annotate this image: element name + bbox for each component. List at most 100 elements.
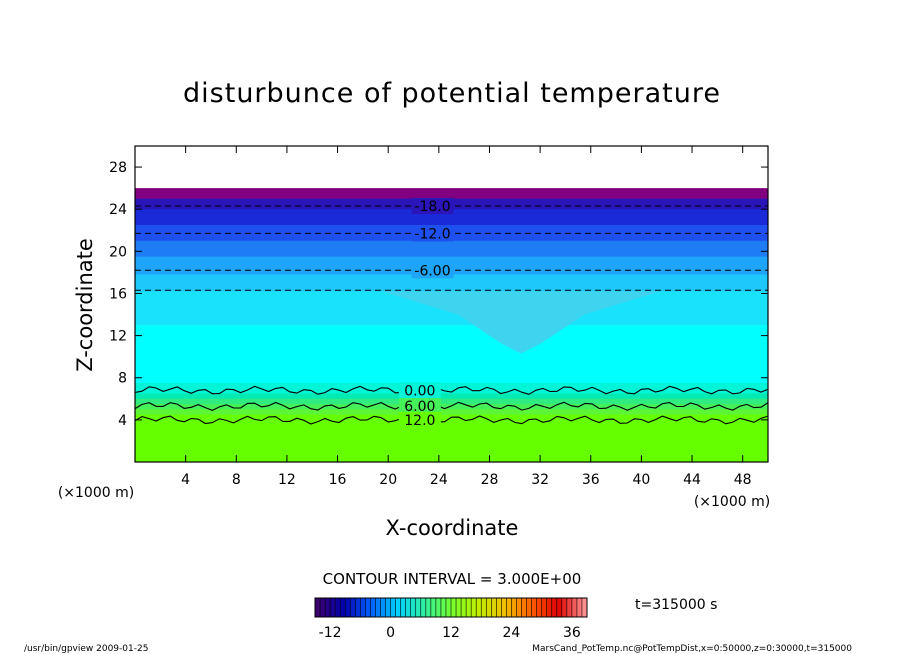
colorbar-segment	[385, 598, 391, 617]
x-tick-label: 8	[232, 472, 241, 488]
x-tick-label: 40	[632, 472, 650, 488]
colorbar-segment	[496, 598, 502, 617]
colorbar-segment	[375, 598, 381, 617]
heatmap-band-2	[135, 209, 768, 226]
colorbar-segment	[320, 598, 326, 617]
y-tick-label: 20	[109, 244, 127, 260]
contour-label-bg	[398, 382, 441, 399]
contour-label: -12.0	[414, 226, 450, 242]
x-axis-label: X-coordinate	[386, 516, 519, 540]
time-label: t=315000 s	[635, 597, 717, 613]
heatmap-band-12	[135, 404, 768, 410]
heatmap-band-6	[135, 274, 768, 292]
heatmap-band-11	[135, 398, 768, 405]
colorbar-segment	[380, 598, 386, 617]
colorbar-segment	[581, 598, 588, 617]
colorbar-tick-label: 12	[442, 625, 460, 641]
x-tick-label: 20	[379, 472, 397, 488]
contour-line	[135, 385, 768, 396]
colorbar-segment	[340, 598, 346, 617]
contour-label: 0.00	[404, 383, 435, 399]
colorbar-tick-label: 36	[563, 625, 581, 641]
colorbar-segment	[400, 598, 406, 617]
y-tick-label: 8	[118, 371, 127, 387]
heatmap-band-8	[135, 325, 768, 384]
colorbar-segment	[576, 598, 583, 617]
colorbar-segment	[491, 598, 497, 617]
y-tick-label: 16	[109, 286, 127, 302]
x-tick-label: 36	[582, 472, 600, 488]
x-tick-label: 24	[430, 472, 448, 488]
chart-title: disturbunce of potential temperature	[183, 78, 721, 109]
contour-label-bg	[398, 398, 441, 415]
contour-label-bg	[411, 225, 454, 242]
colorbar-segment	[526, 598, 532, 617]
colorbar-segment	[461, 598, 467, 617]
heatmap-band-4	[135, 240, 768, 258]
heatmap-band-10	[135, 393, 768, 400]
y-tick-label: 24	[109, 202, 127, 218]
colorbar-segment	[370, 598, 376, 617]
colorbar-segment	[420, 598, 427, 617]
heatmap-band-0	[135, 188, 768, 200]
colorbar-segment	[471, 598, 477, 617]
colorbar-segment	[561, 598, 568, 617]
contour-label: 6.00	[404, 399, 435, 415]
colorbar-segment	[405, 598, 412, 617]
x-tick-label: 28	[481, 472, 499, 488]
colorbar-segment	[516, 598, 522, 617]
contour-lines	[135, 205, 768, 425]
colorbar-tick-label: 24	[503, 625, 521, 641]
colorbar-segment	[325, 598, 331, 617]
contour-label-bg	[398, 411, 441, 428]
colorbar-segment	[365, 598, 371, 617]
colorbar-segment	[536, 598, 542, 617]
colorbar-segment	[395, 598, 401, 617]
contour-label-bg	[411, 262, 454, 279]
colorbar-segment	[355, 598, 361, 617]
colorbar-ticks: -12 0 12 24 36	[319, 625, 581, 641]
colorbar-segment	[541, 598, 548, 617]
colorbar-segment	[360, 598, 366, 617]
colorbar-tick-label: 0	[386, 625, 395, 641]
colorbar-segment	[486, 598, 492, 617]
colorbar-segment	[551, 598, 558, 617]
plot-frame	[134, 145, 769, 463]
contour-label: 12.0	[404, 413, 435, 429]
colorbar-segment	[481, 598, 487, 617]
colorbar-segment	[506, 598, 512, 617]
colorbar-segment	[315, 598, 321, 617]
x-axis-unit: (×1000 m)	[694, 494, 770, 510]
y-tick-label: 12	[109, 329, 127, 345]
colorbar-frame	[314, 597, 588, 618]
contour-label: -18.0	[414, 199, 450, 215]
colorbar-segment	[556, 598, 563, 617]
footer-right: MarsCand_PotTemp.nc@PotTempDist,x=0:5000…	[532, 644, 852, 654]
colorbar-segment	[435, 598, 442, 617]
y-axis-unit: (×1000 m)	[58, 485, 134, 501]
contour-interval-label: CONTOUR INTERVAL = 3.000E+00	[323, 570, 582, 588]
colorbar-segment	[345, 598, 351, 617]
colorbar-segment	[501, 598, 507, 617]
colorbar-segment	[330, 598, 336, 617]
x-tick-label: 32	[531, 472, 549, 488]
colorbar-segment	[531, 598, 537, 617]
colorbar-segment	[445, 598, 452, 617]
colorbar-segment	[456, 598, 462, 617]
heatmap-plume	[381, 291, 661, 354]
colorbar-segment	[335, 598, 341, 617]
heatmap-band-13	[135, 409, 768, 416]
y-axis-label: Z-coordinate	[73, 238, 97, 372]
heatmap-band-14	[135, 414, 768, 462]
colorbar-tick-label: -12	[319, 625, 342, 641]
contour-label-bg	[411, 198, 454, 215]
contour-label: -6.00	[414, 263, 450, 279]
colorbar-segment	[440, 598, 447, 617]
colorbar-segment	[521, 598, 527, 617]
y-tick-label: 28	[109, 160, 127, 176]
x-tick-label: 4	[181, 472, 190, 488]
colorbar-segment	[511, 598, 517, 617]
colorbar-segment	[451, 598, 457, 617]
heatmap-area	[135, 188, 768, 462]
